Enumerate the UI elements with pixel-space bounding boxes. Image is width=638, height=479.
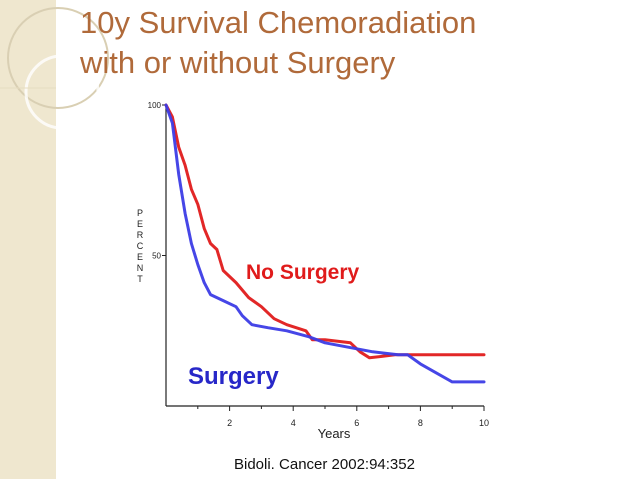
y-tick-label: 100 bbox=[148, 101, 162, 110]
y-tick-label: 50 bbox=[152, 252, 161, 261]
series-line-surgery bbox=[164, 103, 486, 384]
y-axis-label-letter: T bbox=[137, 274, 143, 284]
x-tick-label: 10 bbox=[479, 418, 489, 428]
slide-title-line1: 10y Survival Chemoradiation bbox=[80, 5, 477, 40]
deco-ring-outer bbox=[7, 7, 109, 109]
y-axis-label: P E R C E N T bbox=[137, 208, 144, 284]
axes bbox=[165, 105, 484, 407]
x-axis-label: Years bbox=[318, 426, 351, 441]
citation: Bidoli. Cancer 2002:94:352 bbox=[234, 456, 415, 473]
slide-title: 10y Survival Chemoradiation with or with… bbox=[80, 3, 476, 83]
x-tick-label: 8 bbox=[418, 418, 423, 428]
y-axis-label-letter: R bbox=[137, 230, 144, 240]
y-axis-label-letter: E bbox=[137, 252, 143, 262]
no-surgery-annotation: No Surgery bbox=[246, 261, 360, 284]
y-axis-label-letter: N bbox=[137, 263, 144, 273]
x-tick-label: 2 bbox=[227, 418, 232, 428]
deco-ring-inner bbox=[24, 54, 100, 130]
series-line-no-surgery bbox=[164, 103, 486, 360]
slide-title-line2: with or without Surgery bbox=[80, 45, 396, 80]
x-tick-label: 4 bbox=[291, 418, 296, 428]
x-tick-label: 6 bbox=[354, 418, 359, 428]
series-layer bbox=[164, 103, 486, 384]
y-axis-label-letter: C bbox=[137, 241, 144, 251]
y-axis-label-letter: E bbox=[137, 219, 143, 229]
ticks-layer: 2 4 6 8 10 100 50 bbox=[148, 101, 489, 428]
y-axis-label-letter: P bbox=[137, 208, 143, 218]
surgery-annotation: Surgery bbox=[188, 363, 279, 390]
